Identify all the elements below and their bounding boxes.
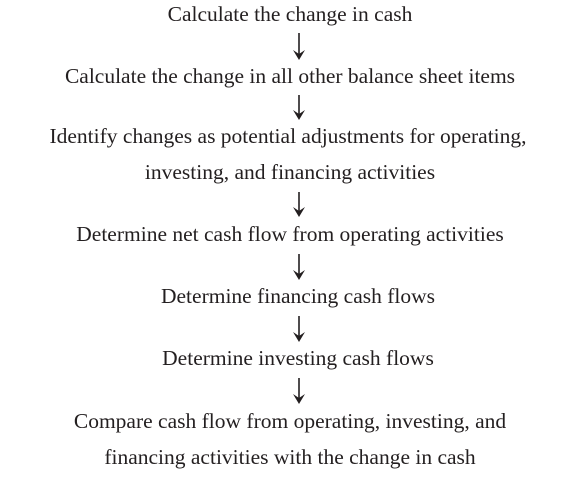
arrow — [293, 254, 305, 280]
arrow — [293, 192, 305, 217]
arrow — [293, 95, 305, 120]
step-text: investing, and financing activities — [145, 160, 435, 184]
step-text: Calculate the change in cash — [168, 2, 413, 26]
arrow — [293, 33, 305, 60]
step-text: Determine investing cash flows — [162, 346, 434, 370]
step-text: Calculate the change in all other balanc… — [65, 64, 515, 88]
step-text: financing activities with the change in … — [104, 445, 476, 469]
step-text: Determine net cash flow from operating a… — [76, 222, 503, 246]
step-text: Determine financing cash flows — [161, 284, 435, 308]
arrow — [293, 316, 305, 342]
step-text: Compare cash flow from operating, invest… — [74, 409, 507, 433]
arrow — [293, 378, 305, 404]
step-text: Identify changes as potential adjustment… — [49, 124, 526, 148]
